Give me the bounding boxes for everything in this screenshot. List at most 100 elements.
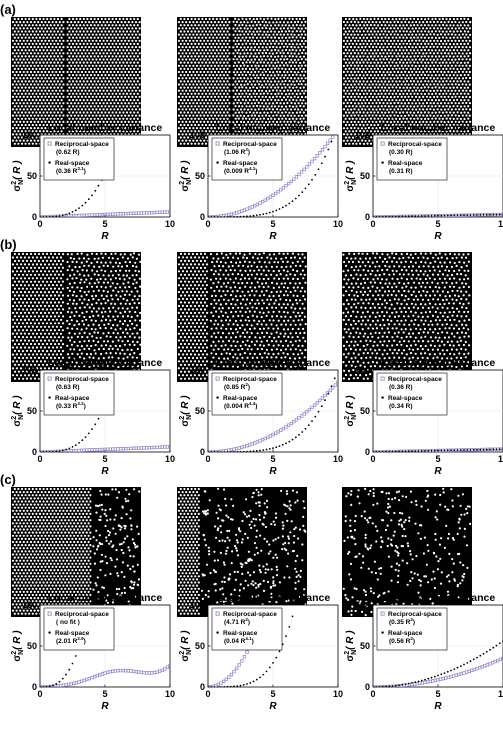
particle	[283, 70, 286, 74]
particle	[104, 67, 107, 70]
particle	[261, 120, 264, 123]
particle	[181, 52, 184, 55]
particle	[61, 294, 65, 297]
particle	[59, 360, 63, 363]
particle	[106, 52, 109, 55]
particle	[53, 123, 56, 127]
particle	[91, 39, 94, 42]
particle	[11, 70, 15, 74]
particle	[427, 92, 430, 95]
particle	[43, 291, 47, 294]
particle	[127, 21, 130, 24]
particle	[125, 123, 129, 127]
particle	[53, 329, 57, 332]
particle	[56, 92, 60, 95]
particle	[393, 120, 396, 123]
particle	[215, 67, 218, 70]
particle	[47, 277, 51, 280]
particle	[26, 342, 29, 346]
particle	[17, 294, 21, 297]
particle	[398, 99, 401, 102]
particle	[266, 111, 269, 114]
particle	[241, 55, 244, 58]
particle	[79, 74, 82, 77]
particle	[138, 83, 141, 86]
particle	[46, 266, 49, 269]
particle	[362, 49, 365, 52]
particle	[44, 58, 47, 61]
particle	[185, 33, 188, 36]
particle	[59, 256, 63, 259]
particle	[22, 108, 25, 111]
particle	[382, 39, 385, 42]
particle	[57, 308, 61, 311]
particle	[49, 342, 53, 346]
particle	[222, 24, 226, 27]
particle	[210, 64, 213, 67]
particle	[264, 121, 268, 124]
particle	[255, 55, 258, 58]
particle	[378, 114, 382, 117]
particle	[463, 73, 466, 77]
particle	[208, 61, 211, 64]
particle	[369, 24, 373, 27]
particle	[376, 130, 380, 133]
particle	[442, 67, 445, 70]
particle	[402, 92, 405, 95]
particle	[300, 58, 303, 61]
particle	[47, 89, 51, 92]
particle	[366, 49, 369, 52]
particle	[395, 130, 398, 133]
particle	[427, 130, 430, 133]
particle	[83, 291, 86, 294]
particle	[186, 123, 190, 127]
particle	[467, 18, 470, 21]
particle	[35, 325, 39, 328]
particle	[387, 130, 390, 133]
particle	[284, 86, 287, 89]
particle	[26, 95, 29, 98]
particle	[239, 114, 242, 117]
particle	[359, 49, 362, 52]
particle	[56, 36, 60, 39]
particle	[208, 55, 211, 58]
particle	[44, 89, 47, 92]
particle	[106, 102, 109, 105]
particle	[213, 102, 217, 105]
particle	[342, 102, 345, 105]
particle	[93, 111, 96, 114]
particle	[248, 61, 252, 64]
particle	[183, 142, 186, 145]
particle	[107, 30, 111, 33]
particle	[84, 58, 87, 61]
particle	[280, 98, 283, 102]
particle	[393, 52, 396, 55]
particle	[371, 102, 374, 105]
particle	[467, 80, 470, 83]
particle	[118, 80, 121, 83]
particle	[246, 64, 249, 68]
particle	[60, 67, 63, 70]
particle	[361, 52, 364, 55]
particle	[266, 48, 269, 52]
particle	[26, 70, 29, 74]
particle	[344, 130, 347, 133]
particle	[274, 18, 277, 21]
particle	[25, 315, 28, 318]
particle	[26, 58, 29, 61]
particle	[465, 52, 468, 55]
particle	[109, 108, 112, 111]
particle	[177, 64, 181, 67]
particle	[104, 92, 107, 95]
particle	[449, 111, 452, 114]
particle	[197, 30, 200, 33]
particle	[420, 24, 423, 27]
particle	[236, 83, 239, 86]
particle	[29, 21, 33, 24]
particle	[221, 70, 224, 74]
particle	[53, 336, 57, 339]
particle	[13, 74, 16, 77]
particle	[232, 71, 235, 74]
particle	[185, 133, 188, 136]
particle	[194, 123, 197, 127]
